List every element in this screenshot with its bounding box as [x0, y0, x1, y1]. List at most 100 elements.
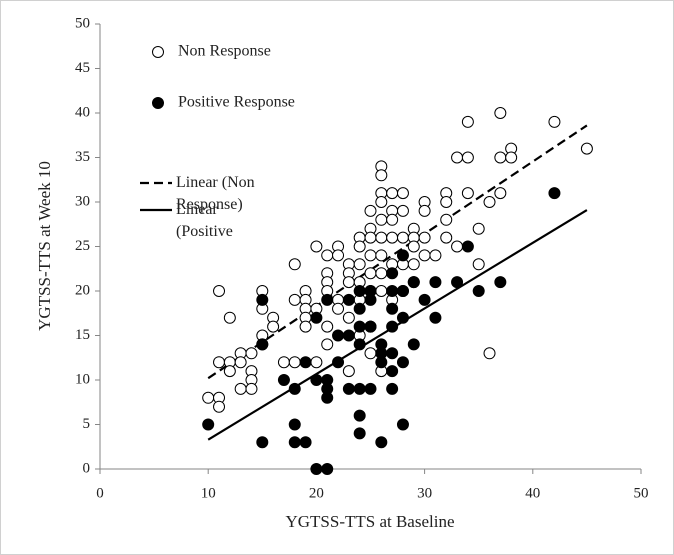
point	[353, 258, 366, 271]
point	[461, 187, 474, 200]
point	[213, 285, 226, 297]
point	[364, 293, 377, 306]
point	[267, 320, 280, 333]
point	[461, 151, 474, 164]
point	[461, 240, 474, 253]
point	[429, 311, 442, 324]
point	[299, 436, 312, 449]
x-tick-label: 50	[634, 485, 649, 501]
point	[386, 213, 399, 226]
point	[256, 293, 269, 306]
point	[386, 382, 399, 395]
point	[310, 240, 323, 253]
point	[386, 347, 399, 360]
y-tick-label: 40	[75, 104, 90, 120]
point	[375, 169, 388, 182]
y-tick-label: 50	[75, 15, 90, 31]
point	[451, 276, 464, 289]
point	[321, 391, 334, 404]
point	[396, 249, 409, 262]
y-tick-label: 30	[75, 193, 90, 209]
x-tick-label: 30	[417, 485, 432, 501]
point	[321, 249, 334, 262]
point	[440, 196, 453, 208]
point	[429, 276, 442, 289]
point	[386, 365, 399, 378]
point	[375, 356, 388, 369]
point	[288, 418, 301, 431]
x-tick-label: 0	[96, 485, 104, 501]
point	[580, 142, 593, 155]
point	[407, 338, 420, 351]
trend-line	[207, 124, 588, 380]
point	[375, 213, 388, 226]
point	[396, 356, 409, 369]
point	[396, 418, 409, 431]
point	[364, 347, 377, 360]
point	[451, 240, 464, 253]
point	[364, 231, 377, 244]
legend-label: Linear (Positive Response)	[176, 201, 243, 247]
point	[310, 311, 323, 324]
point	[353, 427, 366, 440]
point	[396, 204, 409, 217]
point	[234, 356, 247, 369]
point	[310, 356, 323, 369]
point	[202, 418, 215, 431]
point	[364, 382, 377, 395]
legend-marker	[152, 97, 164, 109]
point	[375, 436, 388, 449]
point	[396, 311, 409, 324]
point	[342, 382, 355, 395]
point	[396, 285, 409, 297]
point	[288, 356, 301, 369]
point	[440, 213, 453, 226]
point	[494, 187, 507, 200]
x-tick-label: 40	[525, 485, 540, 501]
point	[494, 107, 507, 119]
point	[353, 382, 366, 395]
y-tick-label: 5	[83, 416, 91, 432]
point	[332, 329, 345, 342]
point	[256, 436, 269, 449]
point	[375, 196, 388, 208]
point	[256, 338, 269, 351]
point	[386, 231, 399, 244]
point	[202, 391, 215, 404]
x-tick-label: 20	[309, 485, 324, 501]
point	[483, 196, 496, 208]
point	[288, 382, 301, 395]
point	[353, 338, 366, 351]
point	[364, 267, 377, 280]
y-tick-label: 25	[75, 238, 90, 254]
point	[375, 267, 388, 280]
point	[288, 258, 301, 271]
point	[353, 302, 366, 315]
point	[277, 356, 290, 369]
point	[321, 463, 334, 475]
point	[461, 115, 474, 128]
point	[223, 365, 236, 378]
point	[364, 320, 377, 333]
point	[332, 356, 345, 369]
legend-label: Linear (Non Response)	[176, 174, 255, 213]
point	[288, 293, 301, 306]
point	[472, 222, 485, 235]
point	[418, 249, 431, 262]
point	[245, 382, 258, 395]
y-tick-label: 10	[75, 371, 90, 387]
point	[364, 249, 377, 262]
legend-label-box: Linear (Positive Response)	[176, 201, 243, 247]
point	[386, 302, 399, 315]
point	[494, 151, 507, 164]
point	[429, 249, 442, 262]
point	[332, 249, 345, 262]
point	[396, 231, 409, 244]
legend-marker	[152, 46, 164, 58]
point	[407, 258, 420, 271]
point	[472, 258, 485, 271]
point	[375, 249, 388, 262]
y-tick-label: 0	[83, 460, 91, 476]
point	[234, 382, 247, 395]
